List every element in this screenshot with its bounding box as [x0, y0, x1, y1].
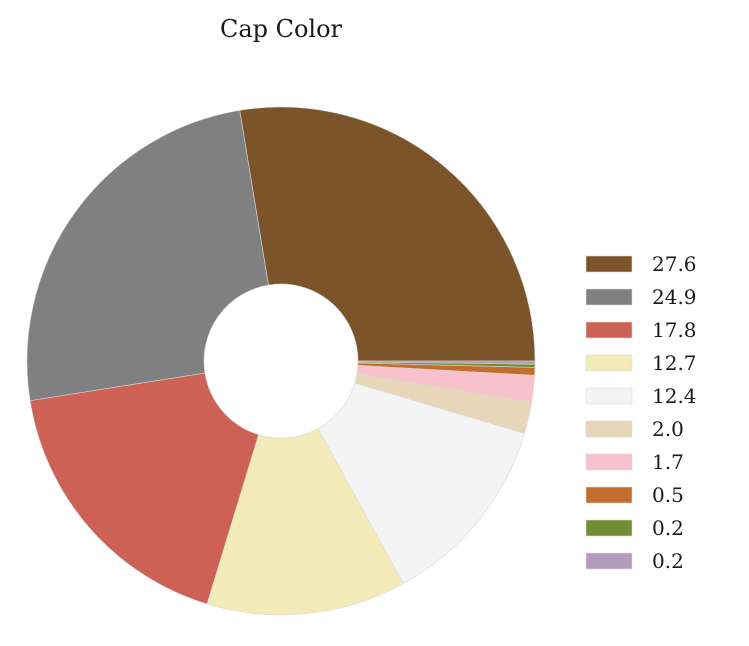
legend-swatch-10 [585, 552, 633, 570]
legend-swatch-5 [585, 387, 633, 405]
legend-label-2: 24.9 [652, 285, 697, 309]
legend-label-9: 0.2 [652, 516, 684, 540]
chart-title: Cap Color [220, 15, 343, 43]
legend-swatch-7 [585, 453, 633, 471]
legend: 27.6 24.9 17.8 12.7 12.4 2.0 1.7 0.5 0.2 0.2 [585, 252, 697, 573]
pie-slice-1 [239, 106, 536, 362]
legend-swatch-9 [585, 519, 633, 537]
pie-slice-4 [206, 428, 404, 616]
legend-label-5: 12.4 [652, 384, 697, 408]
legend-swatch-6 [585, 420, 633, 438]
legend-label-1: 27.6 [652, 252, 697, 276]
legend-swatch-1 [585, 255, 633, 273]
legend-label-7: 1.7 [652, 450, 684, 474]
legend-label-8: 0.5 [652, 483, 684, 507]
legend-label-3: 17.8 [652, 318, 697, 342]
legend-label-10: 0.2 [652, 549, 684, 573]
pie-slice-3 [29, 372, 259, 605]
pie-slice-5 [317, 382, 525, 584]
pie-slices [26, 106, 536, 616]
legend-swatch-8 [585, 486, 633, 504]
legend-label-4: 12.7 [652, 351, 697, 375]
legend-swatch-4 [585, 354, 633, 372]
legend-swatch-3 [585, 321, 633, 339]
pie-slice-2 [26, 110, 269, 402]
pie-slice-10 [357, 360, 536, 365]
legend-swatch-2 [585, 288, 633, 306]
legend-label-6: 2.0 [652, 417, 684, 441]
